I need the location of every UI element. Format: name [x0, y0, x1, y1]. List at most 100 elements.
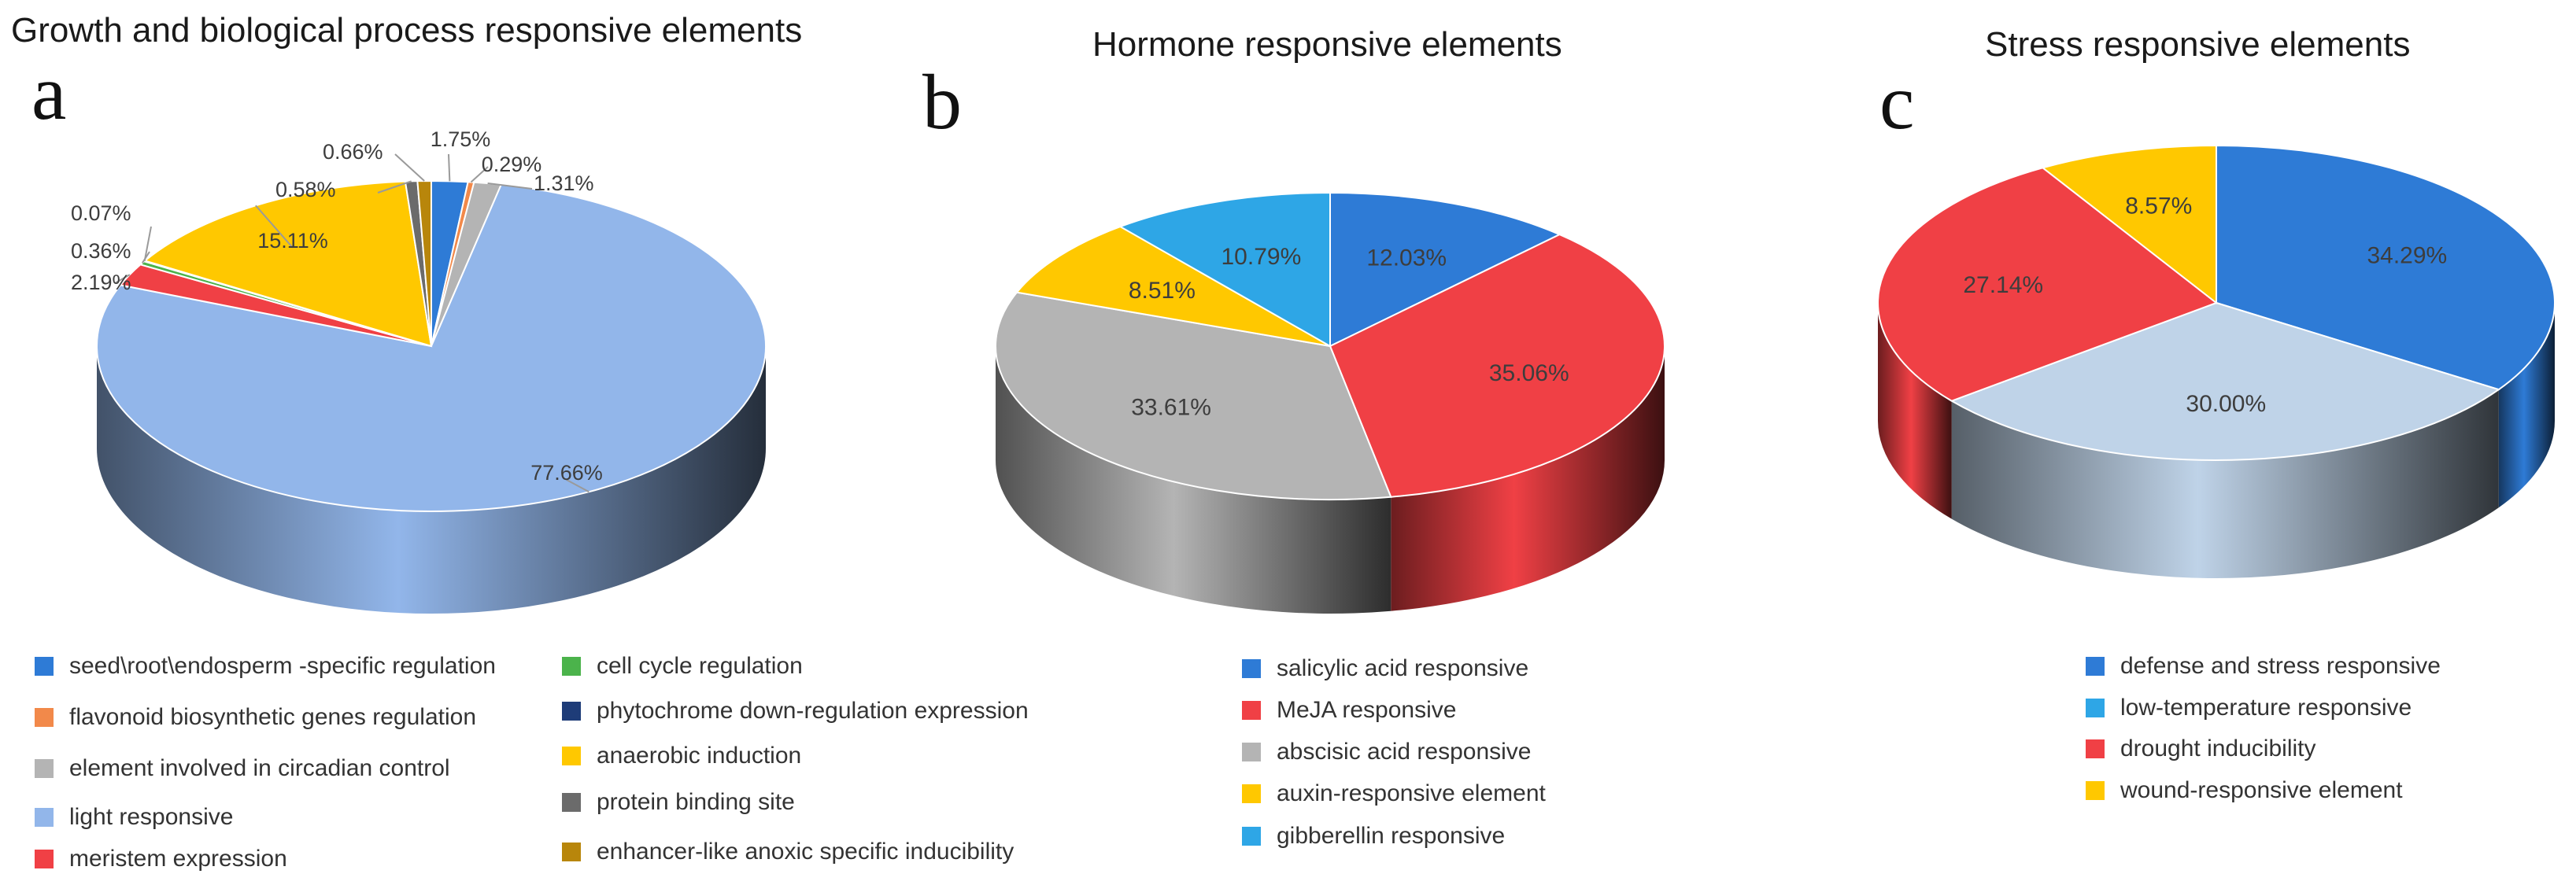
legend-swatch [562, 793, 581, 812]
legend-label: meristem expression [69, 846, 287, 872]
pie-side-1 [1951, 389, 2499, 578]
legend-item: phytochrome down-regulation expression [562, 698, 1029, 725]
legend-swatch [562, 843, 581, 861]
legend-label: anaerobic induction [597, 743, 802, 769]
pie-label-1: 30.00% [2186, 391, 2266, 417]
pie-label-3: 77.66% [530, 461, 603, 485]
legend-item: protein binding site [562, 789, 795, 816]
legend-label: wound-responsive element [2120, 777, 2403, 803]
pie-slice-2 [1877, 167, 2219, 402]
pie-slice-3 [1015, 226, 1331, 347]
pie-label-8: 0.58% [275, 178, 336, 201]
panel-letter-b: b [922, 58, 962, 146]
panel-a: Growth and biological process responsive… [0, 0, 1029, 896]
panel-c: Stress responsive elements c 34.29% 30.00… [1755, 0, 2576, 896]
legend-label: gibberellin responsive [1277, 823, 1506, 849]
legend-label: cell cycle regulation [597, 653, 803, 679]
legend-item: abscisic acid responsive [1242, 739, 1531, 765]
legend-label: flavonoid biosynthetic genes regulation [69, 704, 477, 730]
pie-label-4: 10.79% [1221, 244, 1302, 270]
label-leader-9 [394, 153, 425, 182]
label-leader-7 [255, 205, 294, 249]
legend-label: MeJA responsive [1277, 697, 1457, 723]
legend-swatch [1242, 701, 1261, 720]
legend-swatch [35, 808, 54, 827]
pie-chart-c: 34.29% 30.00% 27.14% 8.57% [1877, 144, 2556, 578]
panel-letter-a: a [31, 49, 67, 136]
pie-slice-1 [1329, 234, 1665, 498]
legend-swatch [1242, 784, 1261, 803]
legend-item: element involved in circadian control [35, 755, 450, 782]
legend-swatch [35, 759, 54, 778]
legend-swatch [2086, 739, 2105, 758]
pie-chart-b: 12.03% 35.06% 33.61% 8.51% 10.79% [995, 191, 1665, 614]
legend-item: defense and stress responsive [2086, 653, 2441, 680]
pie-label-4: 2.19% [71, 271, 131, 294]
legend-item: wound-responsive element [2086, 777, 2403, 804]
legend-label: salicylic acid responsive [1277, 655, 1529, 681]
legend-swatch [35, 657, 54, 676]
legend-item: auxin-responsive element [1242, 780, 1546, 807]
pie-side-0 [2498, 303, 2555, 508]
panel-b: Hormone responsive elements b 12.03% 35.0… [913, 0, 1755, 896]
legend-swatch [1242, 827, 1261, 846]
legend-swatch [562, 657, 581, 676]
legend-swatch [2086, 699, 2105, 717]
legend-item: anaerobic induction [562, 743, 801, 769]
legend-label: drought inducibility [2120, 736, 2316, 761]
chart-title-b: Hormone responsive elements [1092, 25, 1562, 64]
legend-label: abscisic acid responsive [1277, 739, 1532, 765]
pie-label-2: 1.31% [534, 171, 594, 195]
legend-swatch [2086, 781, 2105, 800]
chart-title-a: Growth and biological process responsive… [11, 11, 803, 50]
pie-side-2 [1878, 303, 1952, 519]
pie-slice-1 [1950, 301, 2501, 461]
pie-label-1: 35.06% [1489, 360, 1569, 386]
label-leader-1 [470, 166, 489, 183]
label-leader-4 [114, 274, 131, 284]
legend-item: gibberellin responsive [1242, 823, 1505, 850]
pie-label-3: 8.51% [1129, 278, 1196, 304]
pie-label-0: 12.03% [1366, 245, 1447, 271]
legend-label: light responsive [69, 804, 234, 830]
legend-label: enhancer-like anoxic specific inducibili… [597, 839, 1015, 865]
pie-label-3: 8.57% [2125, 194, 2192, 219]
pie-slice-3 [2041, 144, 2217, 305]
legend-item: enhancer-like anoxic specific inducibili… [562, 839, 1014, 865]
legend-swatch [562, 747, 581, 765]
label-leader-6 [143, 226, 152, 262]
pie-label-5: 0.36% [71, 239, 131, 263]
legend-item: light responsive [35, 804, 233, 831]
legend-label: defense and stress responsive [2120, 653, 2441, 679]
pie-label-2: 27.14% [1963, 272, 2043, 298]
legend-item: salicylic acid responsive [1242, 655, 1528, 682]
pie-label-0: 34.29% [2367, 242, 2447, 268]
label-leader-2 [487, 183, 533, 190]
pie-side-3 [97, 346, 766, 614]
legend-label: element involved in circadian control [69, 755, 450, 781]
chart-title-c: Stress responsive elements [1985, 25, 2411, 64]
pie-side-1 [1391, 346, 1665, 611]
pie-slice-4 [1118, 191, 1331, 348]
legend-item: low-temperature responsive [2086, 695, 2412, 721]
legend-swatch [35, 708, 54, 727]
legend-item: seed\root\endosperm -specific regulation [35, 653, 496, 680]
pie-label-6: 0.07% [71, 201, 131, 225]
legend-swatch [562, 702, 581, 721]
pie-label-9: 0.66% [323, 140, 383, 164]
label-leader-8 [377, 180, 412, 194]
pie-label-1: 0.29% [482, 153, 542, 176]
legend-item: meristem expression [35, 846, 287, 872]
legend-label: seed\root\endosperm -specific regulation [69, 653, 496, 679]
pie-side-2 [996, 346, 1391, 614]
legend-item: MeJA responsive [1242, 697, 1456, 724]
legend-swatch [35, 850, 54, 868]
pie-chart-a: 1.75%0.29%1.31% 77.66% 2.19% 0.36% 0.07% 15.1… [71, 127, 767, 614]
pie-slice-7 [143, 180, 433, 348]
legend-label: low-temperature responsive [2120, 695, 2412, 721]
legend-swatch [2086, 657, 2105, 676]
legend-item: flavonoid biosynthetic genes regulation [35, 704, 476, 731]
legend-label: phytochrome down-regulation expression [597, 698, 1029, 724]
pie-label-2: 33.61% [1131, 395, 1211, 421]
pie-label-7: 15.11% [257, 229, 328, 253]
